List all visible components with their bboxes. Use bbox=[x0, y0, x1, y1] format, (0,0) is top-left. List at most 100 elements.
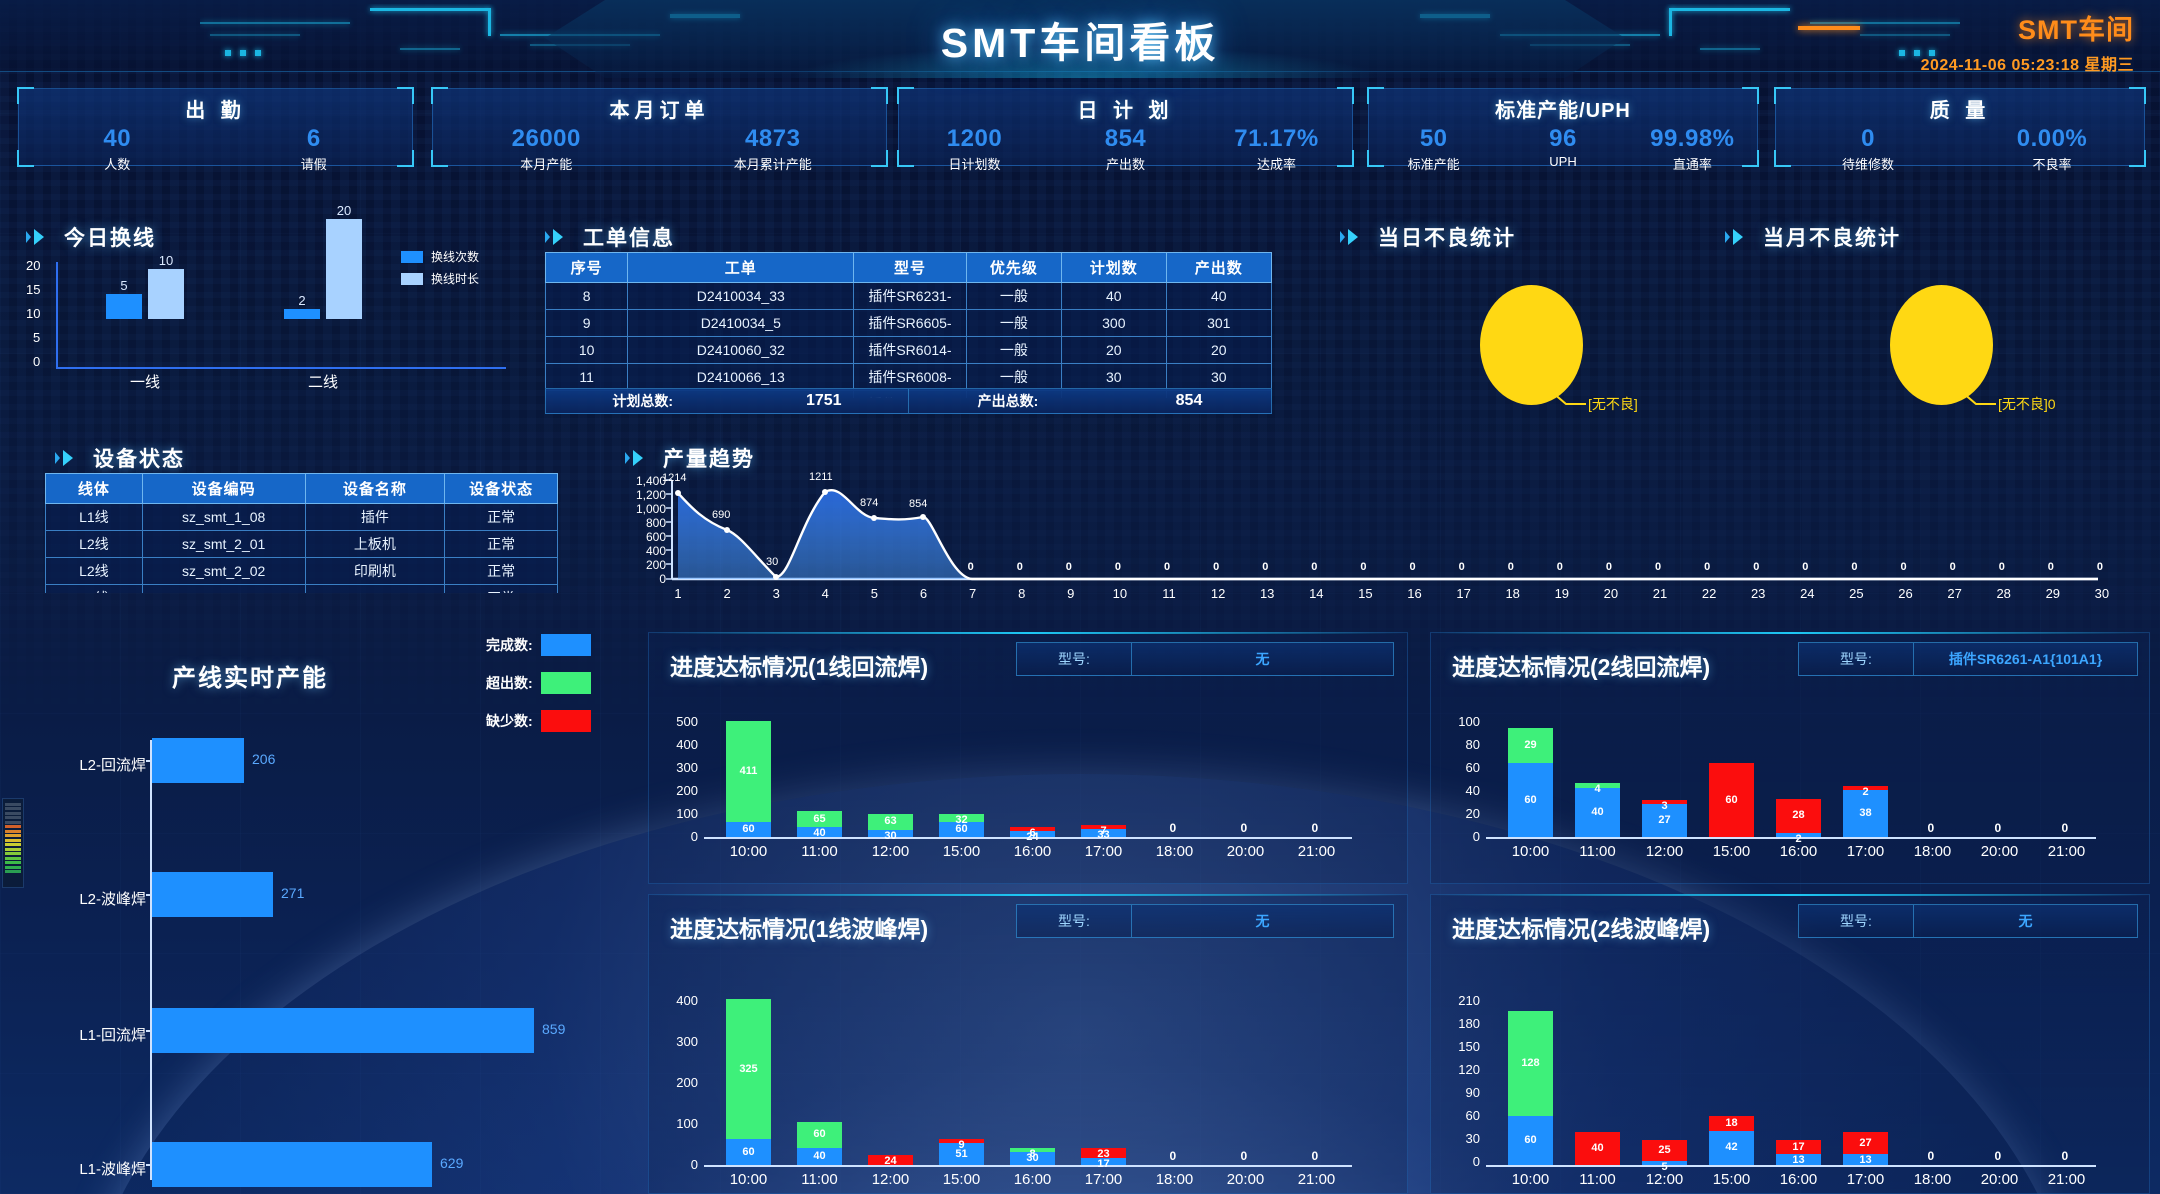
cell: 11 bbox=[545, 363, 629, 391]
table-row[interactable]: 8 D2410034_33 插件SR6231- 一般 40 40 bbox=[545, 282, 1272, 310]
y-tick: 30 bbox=[1465, 1131, 1480, 1146]
legend-item-exceeded[interactable]: 超出数: bbox=[486, 672, 591, 694]
cell: 10 bbox=[545, 336, 629, 364]
bar-segment-value: 60 bbox=[1524, 793, 1537, 806]
kpi-card-attendance: 出 勤 40 人数 6 请假 bbox=[17, 87, 414, 172]
section-header-equipment: 设备状态 bbox=[55, 443, 185, 473]
y-tick: 20 bbox=[1465, 806, 1480, 821]
bar-segment-value: 23 bbox=[1097, 1147, 1110, 1160]
chevron-right-icon bbox=[625, 450, 643, 466]
table-row[interactable]: L1线 sz_smt_1_08 插件 正常 bbox=[45, 503, 558, 531]
pie-slice-no-defect bbox=[1480, 285, 1583, 405]
bar-category-label: L2-波峰焊 bbox=[79, 891, 146, 908]
output-total-label: 产出总数: bbox=[977, 393, 1039, 409]
x-tick: 11:00 bbox=[801, 1171, 838, 1188]
legend-item-shortage[interactable]: 缺少数: bbox=[486, 710, 591, 732]
table-row[interactable]: 10 D2410060_32 插件SR6014- 一般 20 20 bbox=[545, 336, 1272, 364]
table-row[interactable]: L2线 sz_smt_2_02 印刷机 正常 bbox=[45, 557, 558, 585]
chevron-right-icon bbox=[545, 229, 563, 245]
x-tick: 15 bbox=[1358, 586, 1373, 601]
bar-value: 0 bbox=[1994, 821, 2002, 835]
bar-value: 0 bbox=[1927, 821, 1935, 835]
y-tick: 400 bbox=[645, 544, 666, 558]
bar-segment-completed: 30 bbox=[1010, 1152, 1055, 1165]
y-tick: 80 bbox=[1465, 737, 1480, 752]
point-value: 0 bbox=[1360, 561, 1367, 573]
cell: 插件SR6231- bbox=[853, 282, 967, 310]
legend-label: 超出数: bbox=[486, 675, 533, 691]
point-value: 0 bbox=[967, 561, 974, 573]
chart-realtime-capacity: 产线实时产能 完成数: 超出数: 缺少数: L2-回流焊 206 L2-波峰焊 … bbox=[20, 630, 640, 1190]
kpi-metric: 4873 本月累计产能 bbox=[660, 125, 887, 173]
kpi-label: 本月产能 bbox=[520, 157, 573, 172]
legend-item-completed[interactable]: 完成数: bbox=[486, 634, 591, 656]
model-selector[interactable]: 型号: 插件SR6261-A1{101A1} bbox=[1798, 642, 2138, 676]
y-tick: 0 bbox=[33, 354, 41, 369]
kpi-label: 请假 bbox=[300, 157, 327, 172]
bar-segment-completed: 2 bbox=[1776, 833, 1821, 845]
y-tick: 150 bbox=[1458, 1039, 1480, 1054]
bar-l2-wave bbox=[152, 872, 273, 917]
x-tick: 11:00 bbox=[801, 843, 838, 860]
x-tick: 18 bbox=[1505, 586, 1520, 601]
section-header-line-change: 今日换线 bbox=[26, 222, 156, 252]
cell: sz_smt_2_02 bbox=[141, 557, 306, 585]
table-row[interactable]: L2线 sz_smt_2_03 SPI 正常 bbox=[45, 584, 558, 593]
x-tick: 10:00 bbox=[729, 1171, 768, 1188]
legend-label: 换线次数 bbox=[431, 250, 480, 264]
point-value: 1211 bbox=[809, 471, 833, 483]
bar-segment-value: 411 bbox=[739, 765, 758, 778]
x-tick: 16 bbox=[1407, 586, 1422, 601]
kpi-metric: 854 产出数 bbox=[1050, 125, 1201, 173]
x-tick: 13 bbox=[1259, 586, 1275, 601]
kpi-value: 6 bbox=[306, 125, 321, 152]
bar-value: 0 bbox=[1240, 821, 1248, 835]
model-selector[interactable]: 型号: 无 bbox=[1798, 904, 2138, 938]
cell: 一般 bbox=[965, 336, 1063, 364]
kpi-card-quality: 质 量 0 待维修数 0.00% 不良率 bbox=[1774, 87, 2146, 172]
x-tick: 22 bbox=[1701, 586, 1717, 601]
model-value: 插件SR6261-A1{101A1} bbox=[1948, 651, 2103, 667]
model-label: 型号: bbox=[1017, 905, 1132, 937]
kpi-value: 0 bbox=[1861, 125, 1875, 152]
x-tick: 21:00 bbox=[2047, 843, 2086, 860]
x-tick: 12:00 bbox=[871, 843, 910, 860]
table-row[interactable]: 9 D2410034_5 插件SR6605- 一般 300 301 bbox=[545, 309, 1272, 337]
output-trend-plot bbox=[666, 479, 2098, 581]
work-order-totals: 计划总数: 1751 产出总数: 854 bbox=[545, 388, 1272, 414]
bar-segment-completed: 17 bbox=[1081, 1157, 1126, 1170]
y-tick: 200 bbox=[676, 783, 698, 798]
x-tick: 23 bbox=[1750, 586, 1766, 601]
table-row[interactable]: L2线 sz_smt_2_01 上板机 正常 bbox=[45, 530, 558, 558]
col-header: 型号 bbox=[853, 252, 967, 283]
model-selector[interactable]: 型号: 无 bbox=[1016, 642, 1394, 676]
kpi-metric: 0 待维修数 bbox=[1776, 125, 1960, 173]
pie-leader-line bbox=[1552, 391, 1586, 405]
legend-swatch bbox=[540, 710, 591, 732]
cell: 一般 bbox=[965, 309, 1063, 337]
chart-progress-l1-wave: 进度达标情况(1线波峰焊) 型号: 无 400 300 200 100 0 60… bbox=[648, 894, 1408, 1194]
x-tick: 1 bbox=[674, 586, 682, 601]
bar-segment-value: 60 bbox=[1725, 793, 1738, 806]
legend-swatch bbox=[401, 272, 423, 285]
bar-segment-value: 17 bbox=[1097, 1157, 1110, 1170]
bar-segment-shortage: 7 bbox=[1081, 824, 1126, 837]
table-row[interactable]: 11 D2410066_13 插件SR6008- 一般 30 30 bbox=[545, 363, 1272, 391]
y-tick: 15 bbox=[26, 282, 41, 297]
model-selector[interactable]: 型号: 无 bbox=[1016, 904, 1394, 938]
status-cell: 正常 bbox=[444, 530, 558, 558]
section-title: 设备状态 bbox=[93, 448, 185, 471]
cell: sz_smt_1_08 bbox=[141, 503, 306, 531]
kpi-metric: 26000 本月产能 bbox=[433, 125, 660, 173]
chart-title: 进度达标情况(2线波峰焊) bbox=[1452, 916, 1711, 942]
x-tick: 12:00 bbox=[1645, 843, 1684, 860]
tick-mark bbox=[146, 1164, 154, 1166]
x-tick: 20:00 bbox=[1226, 1171, 1265, 1188]
cell: 插件SR6008- bbox=[853, 363, 967, 391]
signal-meter-widget[interactable] bbox=[2, 798, 24, 888]
page-title: SMT车间看板 bbox=[940, 20, 1220, 66]
cell: sz_smt_2_03 bbox=[141, 584, 306, 593]
x-tick: 18:00 bbox=[1155, 1171, 1194, 1188]
x-tick: 10:00 bbox=[1511, 843, 1550, 860]
bar-segment-completed: 60 bbox=[1508, 763, 1553, 837]
